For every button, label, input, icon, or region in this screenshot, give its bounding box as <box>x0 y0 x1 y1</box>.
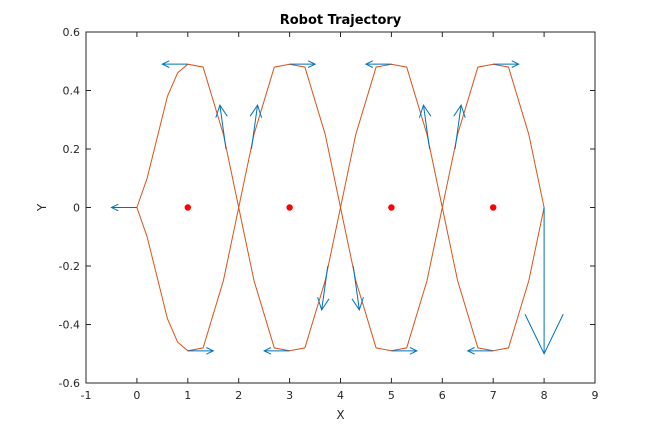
direction-arrow <box>466 347 494 355</box>
x-tick-label: 1 <box>184 389 191 402</box>
y-tick-label: 0.6 <box>63 26 81 39</box>
x-tick-label: 6 <box>439 389 446 402</box>
y-tick-label: -0.2 <box>59 260 80 273</box>
y-tick-label: 0.4 <box>63 85 81 98</box>
y-tick-label: 0.2 <box>63 143 81 156</box>
y-tick-label: -0.6 <box>59 377 80 390</box>
direction-arrow <box>493 60 520 68</box>
direction-arrow <box>351 265 364 312</box>
y-axis-label: Y <box>35 203 49 212</box>
direction-arrow <box>317 265 330 312</box>
direction-arrow <box>187 347 215 355</box>
x-tick-label: 4 <box>337 389 344 402</box>
direction-arrow <box>289 60 317 68</box>
direction-arrow <box>418 103 432 150</box>
x-tick-label: -1 <box>81 389 92 402</box>
x-axis-label: X <box>336 408 344 422</box>
direction-arrow <box>110 203 137 212</box>
waypoint-marker <box>388 204 395 211</box>
direction-arrow <box>215 103 228 150</box>
y-tick-label: 0 <box>73 202 80 215</box>
direction-arrow <box>391 347 418 355</box>
x-tick-label: 5 <box>388 389 395 402</box>
x-tick-label: 9 <box>592 389 599 402</box>
waypoint-marker <box>184 204 191 211</box>
x-tick-label: 7 <box>490 389 497 402</box>
x-tick-label: 8 <box>541 389 548 402</box>
x-tick-label: 3 <box>286 389 293 402</box>
direction-arrow <box>364 60 392 68</box>
chart-title: Robot Trajectory <box>280 13 402 28</box>
y-tick-label: -0.4 <box>59 319 80 332</box>
direction-arrow <box>453 103 466 150</box>
x-tick-label: 0 <box>133 389 140 402</box>
waypoint-marker <box>490 204 497 211</box>
direction-arrow <box>249 103 263 150</box>
direction-arrow <box>524 207 564 355</box>
waypoint-marker <box>286 204 293 211</box>
direction-arrow <box>161 60 188 68</box>
direction-arrow <box>263 347 290 355</box>
x-tick-label: 2 <box>235 389 242 402</box>
